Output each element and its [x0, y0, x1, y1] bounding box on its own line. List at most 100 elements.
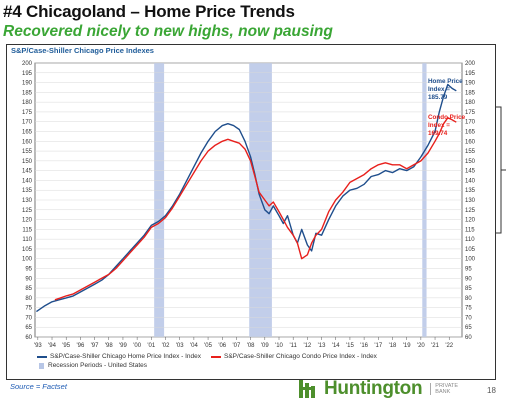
y-tick-right-140: 140 [465, 178, 476, 184]
legend-item-home: S&P/Case-Shiller Chicago Home Price Inde… [37, 353, 201, 360]
legend-swatch-condo [211, 355, 222, 358]
y-tick-left-160: 160 [22, 139, 33, 145]
y-tick-left-105: 105 [22, 247, 33, 253]
x-tick-label-5: '98 [105, 343, 113, 349]
y-tick-right-80: 80 [465, 296, 472, 302]
logo-subtext: PRIVATE BANK [430, 383, 458, 395]
x-tick-label-4: '97 [91, 343, 99, 349]
source-note: Source = Factset [10, 382, 67, 391]
x-tick-label-2: '95 [62, 343, 70, 349]
y-tick-left-90: 90 [25, 276, 32, 282]
y-tick-left-190: 190 [22, 81, 33, 87]
x-tick-label-29: '22 [445, 343, 453, 349]
y-tick-left-110: 110 [22, 237, 32, 243]
y-tick-left-180: 180 [22, 100, 33, 106]
y-tick-right-155: 155 [465, 149, 476, 155]
y-tick-left-125: 125 [22, 208, 33, 214]
x-tick-label-12: '05 [204, 343, 212, 349]
legend-swatch-recession [39, 362, 44, 369]
y-tick-left-95: 95 [25, 267, 32, 273]
y-tick-right-190: 190 [465, 81, 476, 87]
x-tick-label-21: '14 [332, 343, 340, 349]
x-tick-label-20: '13 [318, 343, 326, 349]
slide-title: #4 Chicagoland – Home Price Trends [3, 2, 295, 21]
x-tick-label-11: '04 [190, 343, 198, 349]
annotation-condo-line-1: Condo Price [428, 114, 466, 121]
callout-bracket [496, 106, 506, 234]
y-tick-left-100: 100 [22, 257, 33, 263]
y-tick-right-125: 125 [465, 208, 476, 214]
x-tick-label-23: '16 [360, 343, 368, 349]
y-tick-left-165: 165 [22, 130, 33, 136]
y-tick-left-150: 150 [22, 159, 33, 165]
annotation-home-line-2: Index = [428, 86, 450, 93]
y-tick-left-170: 170 [22, 120, 33, 126]
legend-item-condo: S&P/Case-Shiller Chicago Condo Price Ind… [211, 353, 377, 360]
logo-sub-line-1: PRIVATE [435, 383, 459, 389]
x-tick-label-6: '99 [119, 343, 127, 349]
chart-legend: S&P/Case-Shiller Chicago Home Price Inde… [37, 352, 387, 370]
x-tick-label-15: '08 [247, 343, 255, 349]
chart-title: S&P/Case-Shiller Chicago Price Indexes [11, 46, 154, 55]
x-tick-label-13: '06 [218, 343, 226, 349]
y-tick-right-150: 150 [465, 159, 476, 165]
y-tick-left-70: 70 [25, 315, 32, 321]
huntington-logo: Huntington PRIVATE BANK [298, 378, 458, 400]
x-tick-label-0: '93 [34, 343, 42, 349]
x-tick-label-25: '18 [389, 343, 397, 349]
y-tick-right-105: 105 [465, 247, 476, 253]
y-tick-right-165: 165 [465, 130, 476, 136]
legend-swatch-home [37, 355, 47, 358]
y-tick-left-200: 200 [22, 61, 33, 67]
y-tick-right-135: 135 [465, 188, 476, 194]
x-tick-label-8: '01 [147, 343, 155, 349]
x-tick-label-19: '12 [303, 343, 311, 349]
legend-label-home: S&P/Case-Shiller Chicago Home Price Inde… [50, 353, 202, 360]
y-tick-right-160: 160 [465, 139, 476, 145]
x-tick-label-14: '07 [233, 343, 241, 349]
x-tick-label-16: '09 [261, 343, 269, 349]
y-tick-right-65: 65 [465, 325, 472, 331]
y-tick-right-130: 130 [465, 198, 476, 204]
x-tick-label-18: '11 [289, 343, 297, 349]
y-tick-left-175: 175 [22, 110, 33, 116]
y-tick-right-85: 85 [465, 286, 472, 292]
y-tick-right-115: 115 [465, 227, 475, 233]
legend-label-condo: S&P/Case-Shiller Chicago Condo Price Ind… [224, 353, 377, 360]
x-tick-label-3: '96 [76, 343, 84, 349]
y-tick-right-100: 100 [465, 257, 476, 263]
y-tick-left-80: 80 [25, 296, 32, 302]
y-tick-left-75: 75 [25, 306, 32, 312]
page-number: 18 [487, 386, 496, 395]
y-tick-left-140: 140 [22, 178, 33, 184]
logo-sub-line-2: BANK [435, 389, 451, 395]
annotation-home-line-3: 185.79 [428, 94, 448, 101]
y-tick-right-60: 60 [465, 335, 472, 341]
y-tick-right-175: 175 [465, 110, 476, 116]
y-tick-left-135: 135 [22, 188, 33, 194]
x-tick-label-27: '20 [417, 343, 425, 349]
y-tick-left-130: 130 [22, 198, 33, 204]
y-tick-right-120: 120 [465, 218, 476, 224]
y-tick-left-185: 185 [22, 90, 33, 96]
annotation-condo-line-2: Index = [428, 122, 450, 129]
x-tick-label-9: '02 [162, 343, 170, 349]
y-tick-left-145: 145 [22, 169, 33, 175]
slide-subtitle: Recovered nicely to new highs, now pausi… [3, 23, 333, 40]
huntington-logo-icon [299, 380, 315, 398]
x-tick-label-10: '03 [176, 343, 184, 349]
y-tick-left-85: 85 [25, 286, 32, 292]
y-tick-right-195: 195 [465, 71, 476, 77]
y-tick-right-145: 145 [465, 169, 476, 175]
chart-panel: S&P/Case-Shiller Chicago Price Indexes 6… [6, 44, 496, 380]
y-tick-left-120: 120 [22, 218, 33, 224]
series-line-home [36, 83, 457, 313]
series-line-condo [54, 117, 457, 301]
legend-item-recession: Recession Periods - United States [37, 362, 147, 369]
y-tick-left-65: 65 [25, 325, 32, 331]
y-tick-right-70: 70 [465, 315, 472, 321]
logo-text: Huntington [324, 378, 423, 399]
y-tick-left-155: 155 [22, 149, 33, 155]
annotation-home-line-1: Home Price [428, 78, 463, 85]
y-tick-left-60: 60 [25, 335, 32, 341]
